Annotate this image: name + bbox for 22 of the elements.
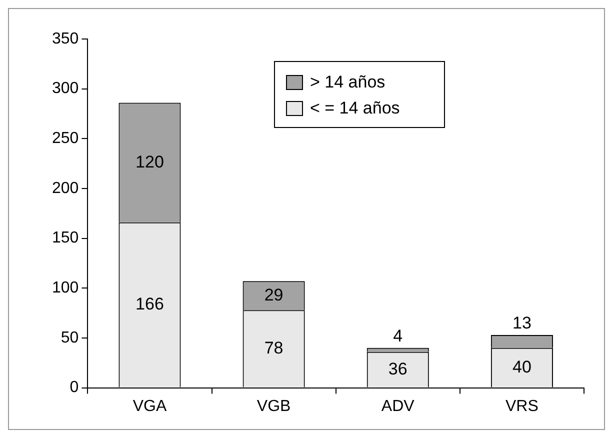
data-label: 120 bbox=[136, 152, 164, 172]
x-tick-label: VRS bbox=[506, 398, 538, 415]
data-label: 36 bbox=[388, 359, 408, 378]
data-label: 29 bbox=[264, 285, 284, 304]
x-tick-label: ADV bbox=[381, 398, 415, 415]
legend-label: > 14 años bbox=[310, 72, 386, 92]
x-tick-label: VGB bbox=[256, 398, 291, 415]
data-label: 78 bbox=[264, 338, 284, 358]
y-tick-label: 0 bbox=[70, 379, 79, 396]
x-tick-label: VGA bbox=[132, 398, 167, 415]
y-tick-label: 200 bbox=[52, 180, 79, 197]
y-tick-label: 250 bbox=[52, 130, 79, 148]
data-label: 166 bbox=[136, 294, 164, 314]
data-label: 13 bbox=[512, 314, 532, 333]
y-tick-label: 350 bbox=[52, 30, 79, 48]
y-tick-label: 100 bbox=[52, 280, 79, 297]
legend-label: < = 14 años bbox=[310, 98, 400, 118]
data-label: 40 bbox=[512, 357, 532, 376]
y-tick-label: 50 bbox=[60, 329, 79, 346]
data-label: 4 bbox=[393, 326, 403, 346]
y-tick-label: 300 bbox=[52, 80, 79, 98]
y-tick-label: 150 bbox=[52, 230, 79, 247]
